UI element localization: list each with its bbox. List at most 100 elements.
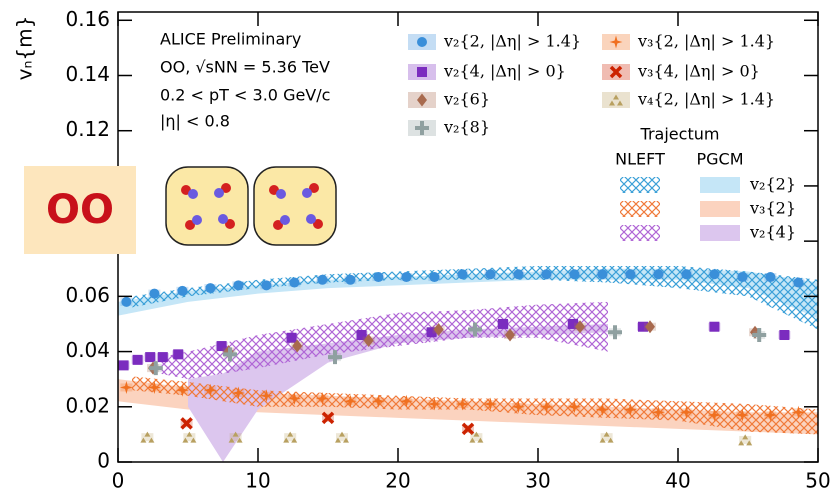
marker <box>599 431 614 443</box>
marker <box>373 272 384 283</box>
marker <box>289 277 300 288</box>
y-tick-label: 0.16 <box>65 7 110 31</box>
marker <box>505 328 515 342</box>
marker <box>121 296 132 307</box>
syst-box <box>284 433 297 442</box>
marker <box>498 318 508 329</box>
marker <box>315 392 329 406</box>
model-band <box>132 265 818 330</box>
marker <box>735 408 749 422</box>
legend-swatch <box>700 225 740 241</box>
marker <box>175 383 189 397</box>
marker <box>140 431 155 443</box>
marker <box>681 269 692 280</box>
marker <box>148 361 163 376</box>
marker <box>457 269 468 280</box>
marker <box>205 283 216 294</box>
marker <box>119 380 133 394</box>
marker <box>118 360 129 371</box>
marker <box>401 272 412 283</box>
badge: OO <box>46 187 114 233</box>
marker <box>363 334 374 348</box>
legend-label: v₂{2} <box>749 175 796 194</box>
marker <box>645 320 655 334</box>
marker <box>567 400 581 414</box>
legend-label: v₃{2, |Δη| > 1.4} <box>637 32 775 51</box>
marker <box>427 397 441 411</box>
marker <box>609 35 623 49</box>
legend-swatch <box>620 225 660 241</box>
marker <box>287 392 301 406</box>
marker <box>317 274 328 285</box>
marker <box>511 400 525 414</box>
legend-label: v₂{4} <box>749 223 796 242</box>
marker <box>651 405 665 419</box>
marker <box>539 400 553 414</box>
marker <box>738 434 753 446</box>
marker <box>653 269 664 280</box>
x-tick-label: 50 <box>805 469 830 493</box>
y-tick-label: 0 <box>97 449 110 473</box>
marker <box>345 274 356 285</box>
legend-swatch <box>620 201 660 217</box>
y-tick-label: 0.14 <box>65 62 110 86</box>
legend-label: v₃{2} <box>749 199 796 218</box>
x-tick-label: 20 <box>385 469 410 493</box>
syst-box <box>229 433 242 442</box>
annotation: ALICE Preliminary <box>160 30 301 49</box>
marker <box>485 269 496 280</box>
marker <box>335 431 349 443</box>
annotation: |η| < 0.8 <box>160 112 230 131</box>
model-title: Trajectum <box>640 125 720 144</box>
marker <box>625 269 636 280</box>
marker <box>709 321 720 332</box>
marker <box>469 431 484 443</box>
marker <box>468 322 482 337</box>
legend-label: v₂{2, |Δη| > 1.4} <box>443 32 581 51</box>
marker <box>765 272 776 283</box>
marker <box>609 94 623 106</box>
x-tick-label: 40 <box>665 469 690 493</box>
legend-label: v₂{8} <box>443 118 490 137</box>
nucleus-illustration <box>165 166 337 246</box>
marker <box>623 403 637 417</box>
syst-box <box>739 435 752 444</box>
marker <box>455 397 469 411</box>
syst-box <box>183 433 196 442</box>
marker <box>231 386 245 400</box>
y-axis-label: vₙ{m} <box>13 16 37 81</box>
marker <box>433 322 444 336</box>
badge-box <box>24 166 136 254</box>
marker <box>461 422 475 436</box>
marker <box>259 389 273 403</box>
marker <box>568 318 578 329</box>
model-band <box>132 376 818 435</box>
marker <box>426 327 437 338</box>
marker <box>779 330 790 341</box>
marker <box>569 269 580 280</box>
marker <box>132 354 143 365</box>
marker <box>399 394 413 408</box>
marker <box>752 328 767 343</box>
marker <box>147 380 161 394</box>
marker <box>177 285 188 296</box>
marker <box>233 280 244 291</box>
legend-swatch <box>620 177 660 193</box>
y-tick-label: 0.12 <box>65 117 110 141</box>
marker <box>328 350 342 365</box>
marker <box>216 341 227 352</box>
marker <box>415 121 429 135</box>
marker <box>182 431 197 443</box>
marker <box>228 431 243 443</box>
marker <box>737 272 748 283</box>
legend-box <box>602 92 630 108</box>
marker <box>608 325 622 340</box>
marker <box>223 347 237 362</box>
marker <box>283 431 298 443</box>
legend-label: v₂{4, |Δη| > 0} <box>443 62 566 81</box>
x-tick-label: 0 <box>112 469 125 493</box>
y-tick-label: 0.02 <box>65 393 110 417</box>
marker <box>707 408 721 422</box>
marker <box>149 288 160 299</box>
marker <box>483 397 497 411</box>
